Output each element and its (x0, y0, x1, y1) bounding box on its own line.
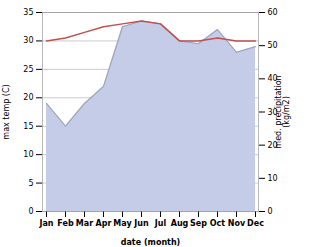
svg-text:Nov: Nov (228, 219, 246, 228)
svg-text:35: 35 (23, 8, 33, 17)
svg-text:Dec: Dec (247, 219, 264, 228)
svg-text:Apr: Apr (96, 219, 112, 228)
svg-text:May: May (113, 219, 132, 228)
svg-text:20: 20 (23, 93, 33, 102)
svg-text:5: 5 (28, 179, 33, 188)
svg-text:Oct: Oct (210, 219, 226, 228)
svg-text:Jan: Jan (38, 219, 53, 228)
svg-text:Mar: Mar (76, 219, 93, 228)
svg-text:date (month): date (month) (121, 238, 181, 247)
svg-text:Jun: Jun (133, 219, 149, 228)
svg-text:Sep: Sep (190, 219, 207, 228)
svg-text:25: 25 (23, 65, 33, 74)
svg-text:60: 60 (268, 8, 278, 17)
svg-text:Jul: Jul (154, 219, 167, 228)
svg-text:15: 15 (23, 122, 33, 131)
svg-text:50: 50 (268, 41, 278, 50)
svg-text:max temp (C): max temp (C) (2, 84, 11, 139)
svg-text:10: 10 (268, 174, 278, 183)
svg-text:10: 10 (23, 150, 33, 159)
svg-text:30: 30 (23, 36, 33, 45)
svg-text:Aug: Aug (171, 219, 189, 228)
svg-text:med. precipitation(kg/m2): med. precipitation(kg/m2) (274, 75, 291, 148)
svg-text:0: 0 (28, 207, 33, 216)
svg-text:Feb: Feb (57, 219, 74, 228)
svg-text:0: 0 (268, 207, 273, 216)
